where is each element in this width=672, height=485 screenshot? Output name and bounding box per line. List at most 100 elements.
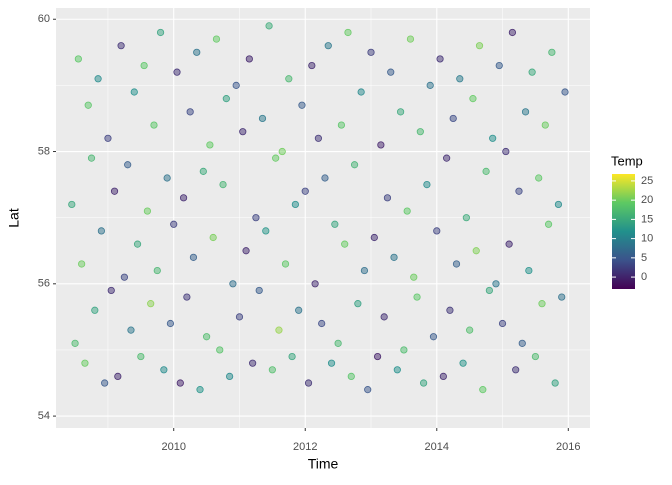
point <box>120 273 128 281</box>
point <box>107 286 115 295</box>
point <box>275 326 283 334</box>
point <box>449 114 457 123</box>
point <box>426 81 434 89</box>
point <box>222 95 230 103</box>
point <box>347 372 355 381</box>
point <box>94 75 102 83</box>
point <box>397 108 405 116</box>
point <box>387 68 395 76</box>
point <box>173 68 181 76</box>
point <box>206 141 214 149</box>
point <box>548 48 556 56</box>
point <box>127 326 135 334</box>
point <box>334 339 342 347</box>
point <box>515 187 523 195</box>
legend: 0 5 10 15 20 25 <box>612 175 653 283</box>
legend-title: Temp <box>611 153 643 168</box>
point <box>462 214 470 222</box>
point <box>554 200 563 209</box>
point <box>416 128 424 136</box>
point <box>324 42 332 50</box>
point <box>508 28 516 37</box>
point <box>370 233 378 242</box>
point <box>505 240 513 248</box>
point <box>163 174 171 182</box>
point <box>281 260 290 268</box>
grid <box>56 8 590 428</box>
point <box>344 28 352 37</box>
point <box>245 55 253 63</box>
point <box>472 247 480 255</box>
point <box>350 161 359 169</box>
point <box>265 22 273 30</box>
y-tick-label: 54 <box>38 410 50 422</box>
point <box>288 352 296 361</box>
point <box>561 88 569 96</box>
points <box>68 22 569 394</box>
point <box>186 108 194 116</box>
point <box>160 366 168 374</box>
point <box>258 114 267 123</box>
point <box>456 75 464 83</box>
point <box>196 386 204 394</box>
point <box>235 313 244 321</box>
point <box>239 128 247 136</box>
point <box>364 386 372 394</box>
point <box>341 240 349 248</box>
point <box>117 42 125 50</box>
point <box>521 108 530 116</box>
point <box>525 266 533 275</box>
point <box>179 194 188 202</box>
point <box>531 352 540 361</box>
panel <box>56 8 590 428</box>
point <box>367 48 375 56</box>
point <box>459 359 467 367</box>
point <box>498 319 507 328</box>
point <box>97 227 105 235</box>
point <box>298 101 306 109</box>
point <box>255 286 263 295</box>
point <box>189 253 198 261</box>
point <box>446 306 454 314</box>
point <box>130 88 138 96</box>
point <box>551 379 559 387</box>
point <box>360 266 369 275</box>
point <box>535 174 543 182</box>
point <box>199 167 207 175</box>
point <box>354 300 362 308</box>
point <box>140 61 148 70</box>
point <box>202 333 211 341</box>
point <box>166 319 175 328</box>
point <box>193 48 201 56</box>
point <box>304 379 313 387</box>
point <box>314 134 322 142</box>
x-axis-title: Time <box>308 456 339 472</box>
point <box>156 28 165 37</box>
point <box>373 352 382 361</box>
point <box>71 339 79 347</box>
point <box>272 154 280 162</box>
point <box>81 359 89 367</box>
axes: 2010 2012 2014 2016 54 56 58 60 <box>38 13 581 453</box>
point <box>212 35 221 43</box>
point <box>311 280 319 288</box>
point <box>393 366 401 374</box>
point <box>544 220 553 228</box>
point <box>124 161 132 169</box>
point <box>423 180 431 189</box>
point <box>558 293 566 301</box>
point <box>377 141 385 149</box>
point <box>383 194 392 202</box>
point <box>229 280 237 288</box>
point <box>318 319 326 328</box>
point <box>400 346 408 354</box>
point <box>337 121 346 129</box>
point <box>291 200 299 209</box>
point <box>170 220 178 228</box>
point <box>209 233 217 242</box>
x-tick-label: 2010 <box>161 441 185 453</box>
point <box>183 293 191 301</box>
point <box>137 352 145 361</box>
colorbar-label: 25 <box>641 175 653 187</box>
